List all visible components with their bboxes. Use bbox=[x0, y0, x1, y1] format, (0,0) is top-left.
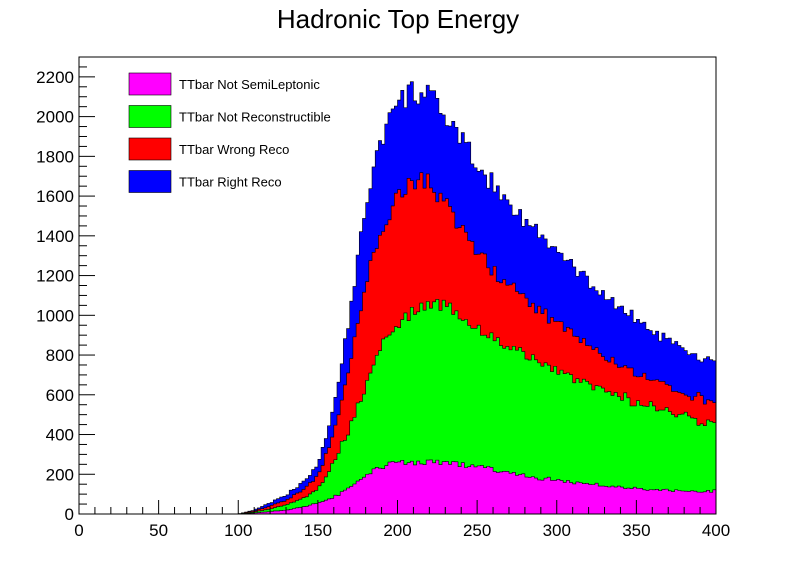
x-axis: 0 50 100 150 200 250 300 350 400 bbox=[74, 500, 730, 540]
y-axis: 0 200 400 600 800 1000 1200 1400 1600 1800 2000 220… bbox=[36, 56, 95, 524]
y-tick-label: 2200 bbox=[36, 68, 74, 87]
x-tick-label: 250 bbox=[463, 521, 491, 540]
legend-swatch bbox=[128, 137, 172, 161]
x-tick-label: 350 bbox=[622, 521, 650, 540]
legend-label: TTbar Right Reco bbox=[179, 175, 282, 190]
y-tick-label: 800 bbox=[46, 346, 74, 365]
legend-swatch bbox=[128, 170, 172, 193]
chart-title: Hadronic Top Energy bbox=[276, 4, 520, 34]
legend-label: TTbar Wrong Reco bbox=[179, 142, 289, 157]
y-tick-label: 1800 bbox=[36, 147, 74, 166]
x-tick-label: 150 bbox=[304, 521, 332, 540]
legend-label: TTbar Not SemiLeptonic bbox=[179, 77, 320, 92]
y-tick-label: 1000 bbox=[36, 306, 74, 325]
y-tick-label: 1600 bbox=[36, 187, 74, 206]
x-tick-label: 200 bbox=[383, 521, 411, 540]
y-tick-label: 1400 bbox=[36, 227, 74, 246]
legend-swatch bbox=[128, 72, 172, 96]
y-tick-label: 400 bbox=[46, 426, 74, 445]
legend-swatch bbox=[128, 105, 172, 128]
y-tick-label: 200 bbox=[46, 465, 74, 484]
series-area-ttbar-not-reconstructible bbox=[79, 299, 717, 515]
legend: TTbar Not SemiLeptonic TTbar Not Reconstr… bbox=[128, 72, 331, 193]
x-tick-label: 50 bbox=[149, 521, 168, 540]
x-tick-label: 0 bbox=[74, 521, 83, 540]
y-tick-label: 0 bbox=[65, 505, 74, 524]
x-tick-label: 400 bbox=[702, 521, 730, 540]
histogram-bars bbox=[79, 81, 717, 515]
y-tick-label: 2000 bbox=[36, 108, 74, 127]
x-tick-label: 100 bbox=[224, 521, 252, 540]
y-tick-label: 1200 bbox=[36, 267, 74, 286]
y-tick-label: 600 bbox=[46, 386, 74, 405]
legend-label: TTbar Not Reconstructible bbox=[179, 110, 331, 125]
x-tick-label: 300 bbox=[543, 521, 571, 540]
